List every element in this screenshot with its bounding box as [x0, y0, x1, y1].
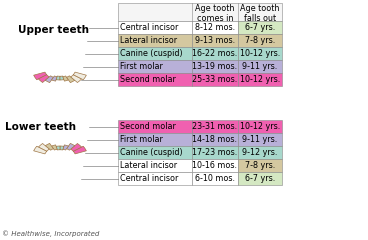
- Text: 7-8 yrs.: 7-8 yrs.: [245, 36, 275, 45]
- Polygon shape: [45, 144, 53, 150]
- Text: 16-22 mos.: 16-22 mos.: [192, 49, 238, 58]
- Text: Second molar: Second molar: [120, 75, 176, 84]
- Bar: [192, 146, 238, 159]
- Bar: [118, 159, 192, 172]
- Bar: [238, 159, 282, 172]
- Text: 13-19 mos.: 13-19 mos.: [192, 62, 238, 71]
- Text: 17-23 mos.: 17-23 mos.: [192, 148, 238, 157]
- Polygon shape: [63, 76, 68, 81]
- Text: Canine (cuspid): Canine (cuspid): [120, 49, 183, 58]
- Polygon shape: [34, 72, 47, 80]
- Polygon shape: [60, 146, 64, 150]
- Bar: [238, 73, 282, 86]
- Polygon shape: [56, 146, 60, 150]
- Text: 7-8 yrs.: 7-8 yrs.: [245, 161, 275, 170]
- Text: 10-12 yrs.: 10-12 yrs.: [240, 75, 280, 84]
- Bar: [192, 133, 238, 146]
- Bar: [238, 60, 282, 73]
- Bar: [192, 47, 238, 60]
- Bar: [118, 120, 192, 133]
- Text: Lateral incisor: Lateral incisor: [120, 36, 177, 45]
- Text: 6-10 mos.: 6-10 mos.: [195, 174, 235, 183]
- Text: Age tooth
comes in: Age tooth comes in: [195, 4, 235, 23]
- Bar: [238, 120, 282, 133]
- Text: Central incisor: Central incisor: [120, 23, 178, 32]
- Bar: [238, 34, 282, 47]
- Polygon shape: [38, 144, 49, 151]
- Text: 25-33 mos.: 25-33 mos.: [192, 75, 238, 84]
- Text: Central incisor: Central incisor: [120, 174, 178, 183]
- Text: Second molar: Second molar: [120, 122, 176, 131]
- Bar: [192, 34, 238, 47]
- Polygon shape: [73, 72, 86, 80]
- Text: Lower teeth: Lower teeth: [5, 122, 76, 132]
- Text: 23-31 mos.: 23-31 mos.: [192, 122, 238, 131]
- Polygon shape: [71, 144, 82, 151]
- Text: 10-16 mos.: 10-16 mos.: [192, 161, 237, 170]
- Bar: [192, 73, 238, 86]
- Polygon shape: [67, 144, 75, 150]
- Bar: [238, 146, 282, 159]
- Polygon shape: [67, 76, 75, 83]
- Bar: [118, 47, 192, 60]
- Text: 9-11 yrs.: 9-11 yrs.: [243, 135, 277, 144]
- Bar: [238, 133, 282, 146]
- Text: 9-12 yrs.: 9-12 yrs.: [242, 148, 278, 157]
- Text: Lateral incisor: Lateral incisor: [120, 161, 177, 170]
- Bar: [192, 172, 238, 185]
- Bar: [118, 73, 192, 86]
- Polygon shape: [52, 145, 57, 150]
- Text: 8-12 mos.: 8-12 mos.: [195, 23, 235, 32]
- Bar: [192, 21, 238, 34]
- Bar: [118, 34, 192, 47]
- Bar: [192, 159, 238, 172]
- Bar: [118, 60, 192, 73]
- Bar: [192, 60, 238, 73]
- Polygon shape: [71, 75, 82, 83]
- Text: 10-12 yrs.: 10-12 yrs.: [240, 122, 280, 131]
- Polygon shape: [60, 76, 64, 80]
- Polygon shape: [73, 146, 86, 154]
- Polygon shape: [34, 146, 47, 154]
- Polygon shape: [56, 76, 60, 80]
- Text: © Healthwise, Incorporated: © Healthwise, Incorporated: [2, 230, 99, 237]
- Text: Upper teeth: Upper teeth: [18, 25, 89, 35]
- Bar: [118, 3, 282, 21]
- Text: 6-7 yrs.: 6-7 yrs.: [245, 23, 275, 32]
- Bar: [118, 21, 192, 34]
- Bar: [192, 120, 238, 133]
- Polygon shape: [63, 145, 68, 150]
- Text: 10-12 yrs.: 10-12 yrs.: [240, 49, 280, 58]
- Bar: [118, 133, 192, 146]
- Text: 6-7 yrs.: 6-7 yrs.: [245, 174, 275, 183]
- Text: First molar: First molar: [120, 135, 163, 144]
- Bar: [238, 47, 282, 60]
- Text: Age tooth
falls out: Age tooth falls out: [240, 4, 280, 23]
- Bar: [238, 21, 282, 34]
- Text: 14-18 mos.: 14-18 mos.: [192, 135, 237, 144]
- Text: 9-13 mos.: 9-13 mos.: [195, 36, 235, 45]
- Polygon shape: [45, 76, 53, 83]
- Text: First molar: First molar: [120, 62, 163, 71]
- Polygon shape: [38, 75, 49, 83]
- Bar: [118, 146, 192, 159]
- Text: Canine (cuspid): Canine (cuspid): [120, 148, 183, 157]
- Bar: [118, 172, 192, 185]
- Bar: [238, 172, 282, 185]
- Polygon shape: [52, 76, 57, 81]
- Text: 9-11 yrs.: 9-11 yrs.: [243, 62, 277, 71]
